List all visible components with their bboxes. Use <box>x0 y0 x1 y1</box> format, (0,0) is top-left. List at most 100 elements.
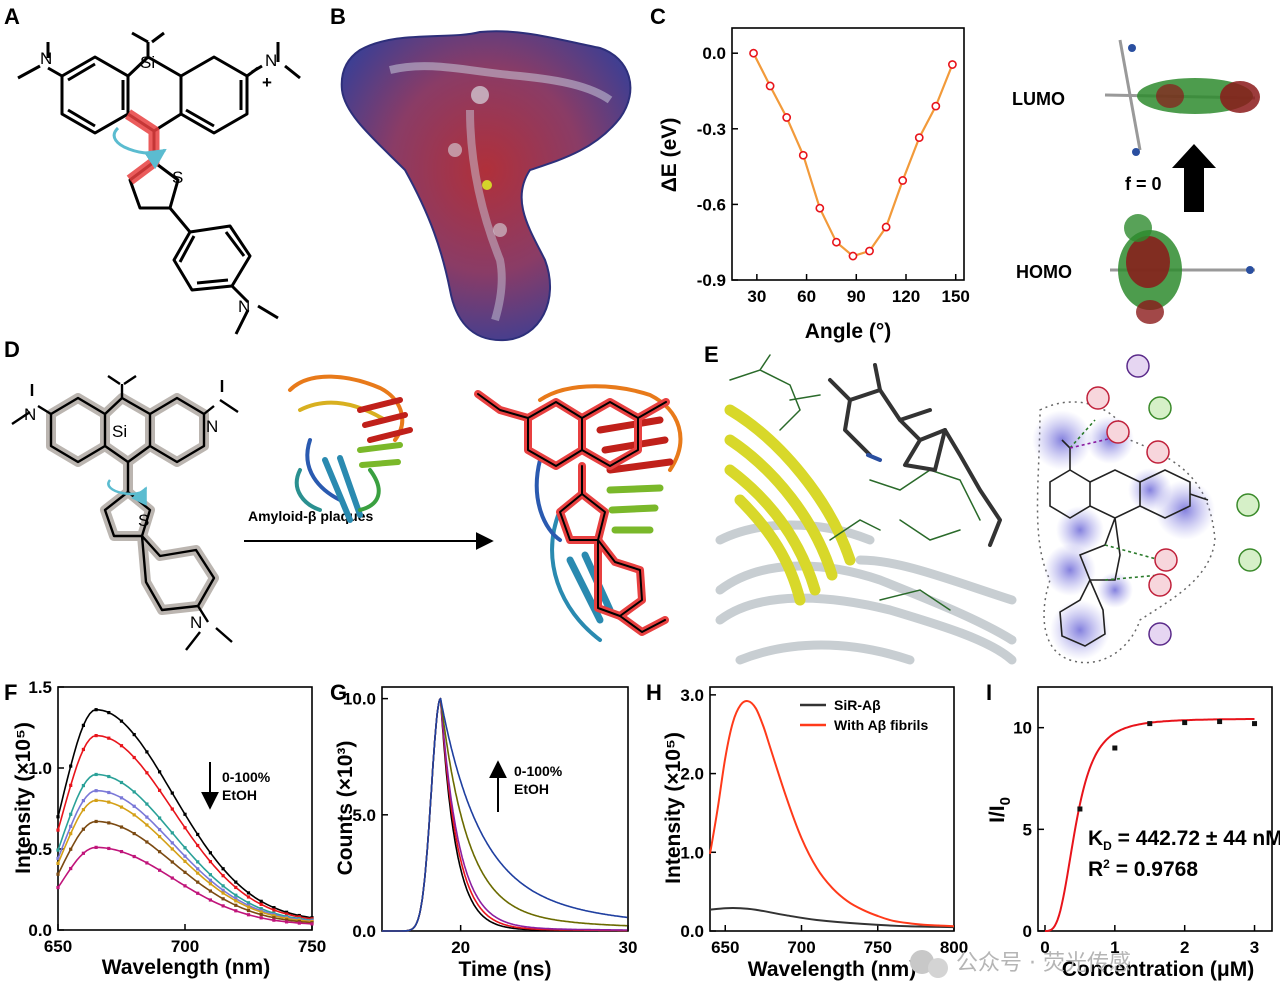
panel-f-point <box>183 826 187 830</box>
d-atom-si: Si <box>112 422 127 441</box>
panel-f-point <box>56 885 60 890</box>
panel-f-point <box>107 711 111 715</box>
panel-f-point <box>297 921 301 925</box>
panel-f-point <box>69 812 73 816</box>
panel-f-point <box>107 774 111 779</box>
panel-h-xtick-label: 750 <box>864 938 892 957</box>
panel-h-chart: 650 700 750 800 0.0 1.0 2.0 3.0 SiR-Aβ With Aβ … <box>662 686 968 981</box>
panel-f-point <box>246 895 251 899</box>
panel-f-point <box>132 813 136 817</box>
panel-f-point <box>196 871 200 875</box>
atom-si: Si <box>140 53 155 72</box>
panel-f-point <box>221 891 225 895</box>
panel-f-x-axis-label: Wavelength (nm) <box>102 956 270 979</box>
panel-f-point <box>94 845 98 849</box>
panel-f-point <box>183 884 187 888</box>
panel-f-point <box>132 854 136 859</box>
lumo-label: LUMO <box>1012 89 1065 109</box>
panel-f-ytick-label: 0.5 <box>28 840 52 859</box>
panel-f-point <box>259 910 263 914</box>
panel-g-xtick-label: 20 <box>451 938 470 957</box>
panel-f-point <box>81 851 85 855</box>
residue-bubble-7 <box>1238 548 1262 572</box>
panel-f-point <box>81 747 85 752</box>
panel-f-point <box>158 816 162 820</box>
panel-f-point <box>246 901 251 905</box>
panel-f-point <box>158 770 162 774</box>
panel-i-xtick-label: 0 <box>1040 938 1049 957</box>
residue-bubble-1 <box>1126 354 1150 378</box>
panel-c-plot-frame <box>731 27 965 281</box>
panel-d-grey-atoms: N Si N S N <box>24 405 218 632</box>
panel-d-protein-icon <box>288 374 413 523</box>
panel-c-ytick-label: -0.9 <box>697 271 726 290</box>
panel-g-ticks: 20 30 0.0 5.0 10.0 <box>343 690 638 957</box>
panel-f-xtick-label: 750 <box>298 937 326 956</box>
panel-i-xtick-label: 1 <box>1110 938 1119 957</box>
panel-f-point <box>234 885 238 890</box>
panel-i-plot-frame <box>1037 686 1273 932</box>
panel-f-point <box>132 804 136 808</box>
panel-b-surface <box>340 30 632 342</box>
panel-i-point <box>1252 721 1258 727</box>
r2-annotation: R2 = 0.9768 <box>1088 857 1198 881</box>
panel-f-point <box>94 708 98 712</box>
panel-f-point <box>310 922 314 926</box>
panel-h-ticks: 650 700 750 800 0.0 1.0 2.0 3.0 <box>680 686 968 957</box>
panel-f-point <box>69 783 73 787</box>
kd-annotation: KD = 442.72 ± 44 nM <box>1088 827 1280 853</box>
panel-f-point <box>259 907 263 911</box>
panel-letter-i: I <box>986 680 992 705</box>
panel-f-point <box>234 903 238 907</box>
panel-c-point <box>914 133 924 143</box>
panel-i-point <box>1182 720 1188 726</box>
f-zero-label: f = 0 <box>1125 174 1162 194</box>
panel-h-ytick-label: 2.0 <box>680 765 704 784</box>
panel-i-ytick-label: 10 <box>1013 719 1032 738</box>
panel-f-point <box>145 771 149 775</box>
panel-h-xtick-label: 650 <box>711 938 739 957</box>
panel-f-point <box>234 899 238 903</box>
interaction-blobs <box>1032 410 1215 660</box>
panel-c-x-axis-label: Angle (°) <box>805 320 892 343</box>
panel-f-point <box>196 843 200 848</box>
panel-g-ytick-label: 10.0 <box>343 690 376 709</box>
panel-c-ticks: 30 60 90 120 150 0.0 -0.3 -0.6 -0.9 <box>697 44 970 306</box>
panel-c-point <box>948 60 957 69</box>
panel-f-point <box>285 910 289 914</box>
panel-c-point <box>782 113 792 122</box>
panel-f-point <box>119 805 124 809</box>
panel-f-annotation-2: EtOH <box>222 787 257 803</box>
panel-f-point <box>158 828 162 832</box>
panel-letter-f: F <box>4 680 17 705</box>
panel-f-point <box>196 832 200 837</box>
panel-d-arrow: Amyloid-β plaques <box>244 508 494 550</box>
panel-g-series-line <box>381 697 628 932</box>
panel-f-point <box>259 916 263 920</box>
panel-f-point <box>170 831 174 835</box>
panel-f-point <box>145 802 149 806</box>
panel-f-ytick-label: 0.0 <box>28 921 52 940</box>
panel-f-point <box>272 914 276 918</box>
panel-f-point <box>132 755 136 760</box>
panel-f-point <box>119 825 124 829</box>
panel-f-point <box>145 861 149 865</box>
panel-f-point <box>119 744 124 748</box>
panel-c-xtick-label: 30 <box>747 287 766 306</box>
panel-f-point <box>196 880 200 884</box>
watermark: 公众号 · 荧光传感 <box>910 950 1131 978</box>
d-atom-s: S <box>138 511 149 530</box>
panel-g-x-axis-label: Time (ns) <box>459 958 552 981</box>
panel-f-point <box>170 807 174 811</box>
panel-h-series <box>709 700 955 929</box>
panel-f-point <box>246 908 251 913</box>
transition-arrow-icon <box>1172 144 1216 212</box>
residue-bubbles <box>1086 354 1262 646</box>
panel-f-point <box>81 827 85 831</box>
panel-letter-d: D <box>4 337 20 362</box>
panel-i-series <box>1045 718 1258 932</box>
panel-f-series <box>56 708 314 926</box>
panel-c-point <box>765 81 775 91</box>
panel-f-point <box>158 850 162 854</box>
atom-s: S <box>172 168 183 187</box>
